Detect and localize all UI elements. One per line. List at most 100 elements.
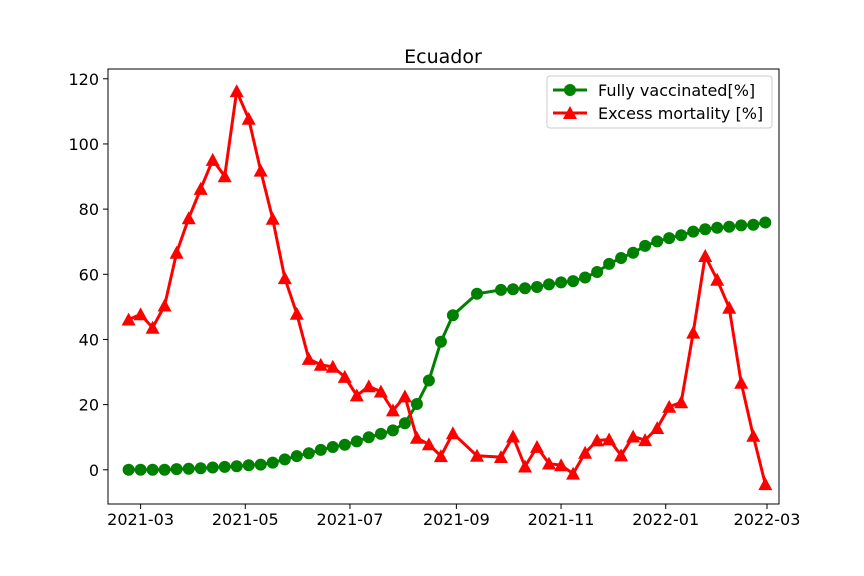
data-point-excess — [385, 403, 400, 417]
plot-frame — [107, 68, 780, 505]
data-point-excess — [349, 388, 364, 402]
data-point-vaccinated — [567, 275, 580, 288]
data-point-vaccinated — [747, 218, 760, 231]
data-point-vaccinated — [759, 216, 772, 229]
data-point-excess — [722, 300, 737, 314]
data-point-excess — [421, 437, 436, 451]
data-point-excess — [650, 421, 665, 434]
data-point-excess — [494, 450, 508, 463]
y-tick-label: 120 — [68, 70, 99, 89]
data-point-excess — [602, 432, 617, 446]
data-point-vaccinated — [170, 463, 183, 476]
data-point-vaccinated — [182, 462, 195, 475]
data-point-vaccinated — [723, 220, 736, 233]
data-point-vaccinated — [266, 456, 279, 469]
y-axis: 0 20 40 60 80 100 120 — [68, 70, 108, 480]
legend-label-excess: Excess mortality [%] — [598, 104, 763, 123]
legend-label-vaccinated: Fully vaccinated[%] — [598, 81, 755, 100]
data-point-vaccinated — [158, 463, 171, 476]
data-point-excess — [578, 445, 593, 459]
data-point-excess — [145, 320, 160, 334]
data-point-excess — [121, 312, 136, 326]
data-point-excess — [566, 466, 581, 480]
data-point-vaccinated — [711, 221, 724, 234]
data-point-excess — [361, 379, 376, 393]
data-point-vaccinated — [434, 335, 447, 348]
data-point-excess — [734, 375, 749, 389]
data-point-vaccinated — [603, 257, 616, 270]
legend-marker-excess — [563, 106, 577, 119]
legend-marker-vaccinated — [564, 84, 576, 96]
series-layer — [121, 84, 773, 491]
series-excess — [121, 84, 773, 491]
y-tick-label: 40 — [79, 330, 99, 349]
data-point-excess — [698, 249, 713, 262]
data-point-vaccinated — [326, 441, 339, 453]
data-point-excess — [157, 298, 172, 312]
data-point-excess — [554, 458, 569, 472]
data-point-excess — [470, 448, 484, 462]
data-point-vaccinated — [543, 278, 555, 291]
data-point-vaccinated — [254, 458, 267, 471]
data-point-vaccinated — [242, 459, 255, 472]
series-vaccinated — [122, 216, 772, 476]
y-tick-label: 20 — [79, 396, 99, 415]
data-point-vaccinated — [651, 235, 664, 248]
data-point-excess — [325, 359, 340, 373]
data-point-vaccinated — [555, 276, 568, 289]
y-tick-label: 0 — [89, 461, 99, 480]
data-point-excess — [205, 152, 220, 166]
data-point-vaccinated — [230, 460, 243, 473]
data-point-vaccinated — [531, 281, 543, 293]
x-tick-label: 2021-09 — [423, 510, 490, 529]
data-point-vaccinated — [735, 219, 748, 232]
x-tick-label: 2022-03 — [734, 510, 801, 529]
data-point-vaccinated — [386, 424, 399, 437]
data-point-excess — [253, 163, 268, 177]
y-tick-label: 60 — [79, 265, 99, 284]
data-point-excess — [710, 272, 725, 286]
data-point-vaccinated — [362, 431, 375, 444]
data-point-vaccinated — [699, 223, 712, 236]
data-point-excess — [133, 307, 148, 321]
x-tick-label: 2021-07 — [317, 510, 384, 529]
data-point-vaccinated — [687, 225, 700, 238]
data-point-excess — [397, 389, 412, 403]
data-point-excess — [674, 395, 689, 409]
data-point-excess — [518, 459, 532, 473]
plot-area — [108, 69, 779, 504]
data-point-excess — [433, 449, 448, 463]
data-point-excess — [758, 477, 773, 491]
data-point-vaccinated — [302, 447, 315, 460]
x-tick-label: 2021-03 — [107, 510, 174, 529]
data-point-vaccinated — [134, 463, 147, 476]
data-point-excess — [662, 399, 677, 413]
data-point-excess — [409, 430, 424, 444]
data-point-vaccinated — [675, 229, 688, 242]
data-point-excess — [277, 271, 292, 285]
data-point-excess — [373, 384, 388, 398]
series-line-vaccinated — [128, 221, 766, 472]
data-point-vaccinated — [350, 435, 363, 448]
data-point-excess — [530, 440, 544, 453]
data-point-excess — [638, 433, 653, 447]
data-point-vaccinated — [194, 462, 207, 475]
x-axis: 2021-03 2021-05 2021-07 2021-09 2021-11 2022-… — [107, 504, 800, 529]
data-point-vaccinated — [146, 463, 159, 476]
x-tick-label: 2022-01 — [632, 510, 699, 529]
data-point-excess — [626, 429, 641, 443]
data-point-excess — [217, 169, 232, 183]
data-point-vaccinated — [206, 461, 219, 474]
data-point-vaccinated — [290, 450, 303, 463]
chart-title: Ecuador — [404, 46, 482, 68]
data-point-vaccinated — [615, 252, 628, 264]
data-point-excess — [746, 428, 761, 442]
data-point-vaccinated — [591, 266, 604, 278]
data-point-vaccinated — [507, 283, 519, 296]
data-point-vaccinated — [446, 309, 459, 322]
data-point-vaccinated — [639, 239, 652, 252]
data-point-vaccinated — [663, 232, 676, 245]
data-point-excess — [506, 429, 520, 443]
data-point-vaccinated — [519, 282, 531, 295]
data-point-excess — [445, 426, 460, 440]
